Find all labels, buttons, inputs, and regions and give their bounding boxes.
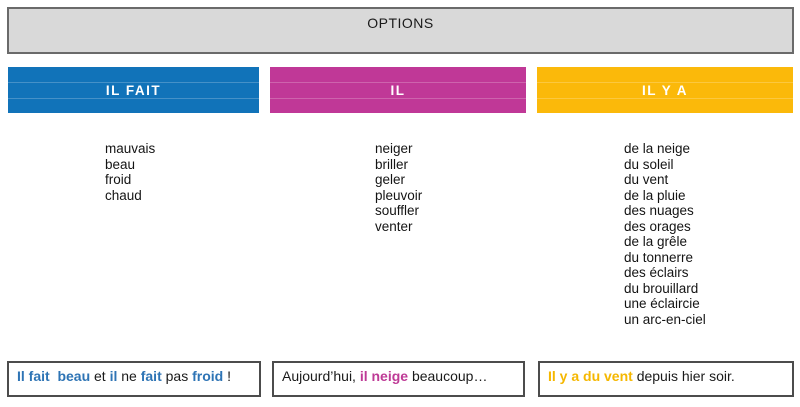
example-sentence-il: Aujourd’hui, il neige beaucoup… (272, 361, 525, 397)
word-list-il: neiger briller geler pleuvoir souffler venter (375, 141, 422, 234)
header-il-y-a-label: IL Y A (641, 82, 689, 98)
sentence-segment: pas (161, 368, 193, 384)
list-item: des éclairs (624, 265, 689, 280)
word-list-il-y-a: de la neige du soleil du vent de la pluie de… (624, 141, 706, 327)
sentence-segment: Aujourd’hui, (282, 368, 360, 384)
list-item: du tonnerre (624, 249, 694, 265)
sentence-segment: ne (117, 368, 141, 384)
header-il-y-a: IL Y A (537, 67, 793, 113)
sentence-segment: fait (140, 368, 162, 384)
header-il: IL (270, 67, 526, 113)
options-banner: OPTIONS (7, 7, 794, 54)
header-il-fait: IL FAIT (8, 67, 259, 113)
example-sentence-il-fait: Il fait beau et il ne fait pas froid ! (7, 361, 261, 397)
divider (8, 82, 259, 83)
sentence-segment: et (90, 368, 110, 384)
list-item: neiger (375, 141, 413, 156)
options-title: OPTIONS (367, 15, 434, 31)
divider (270, 82, 526, 83)
sentence-segment: froid (192, 368, 224, 384)
list-item: briller (375, 156, 409, 172)
header-il-label: IL (390, 82, 406, 98)
sentence-segment: il (109, 368, 118, 384)
sentence-segment: depuis hier soir. (632, 368, 735, 384)
divider (8, 98, 259, 99)
sentence-segment: il neige (359, 368, 409, 384)
list-item: de la pluie (624, 187, 686, 203)
word-list-il-fait: mauvais beau froid chaud (105, 141, 155, 203)
sentence-segment: beaucoup… (408, 368, 488, 384)
list-item: de la grêle (624, 234, 688, 249)
list-item: venter (375, 218, 413, 234)
header-il-fait-label: IL FAIT (105, 82, 162, 98)
list-item: du brouillard (624, 280, 699, 296)
list-item: du soleil (624, 156, 674, 172)
list-item: du vent (624, 172, 669, 187)
list-item: des orages (624, 218, 691, 234)
example-sentence-il-y-a: Il y a du vent depuis hier soir. (538, 361, 794, 397)
list-item: souffler (375, 203, 420, 218)
divider (537, 98, 793, 99)
sentence-segment: ! (223, 368, 231, 384)
list-item: froid (105, 172, 132, 187)
list-item: un arc-en-ciel (624, 311, 706, 327)
list-item: une éclaircie (624, 296, 700, 311)
sentence-segment: Il y a du vent (548, 368, 633, 384)
list-item: beau (105, 156, 136, 172)
divider (270, 98, 526, 99)
list-item: mauvais (105, 141, 156, 156)
list-item: de la neige (624, 141, 691, 156)
sentence-segment: Il fait beau (17, 368, 91, 384)
list-item: geler (375, 172, 406, 187)
list-item: des nuages (624, 203, 694, 218)
divider (537, 82, 793, 83)
list-item: chaud (105, 187, 142, 203)
list-item: pleuvoir (375, 187, 423, 203)
